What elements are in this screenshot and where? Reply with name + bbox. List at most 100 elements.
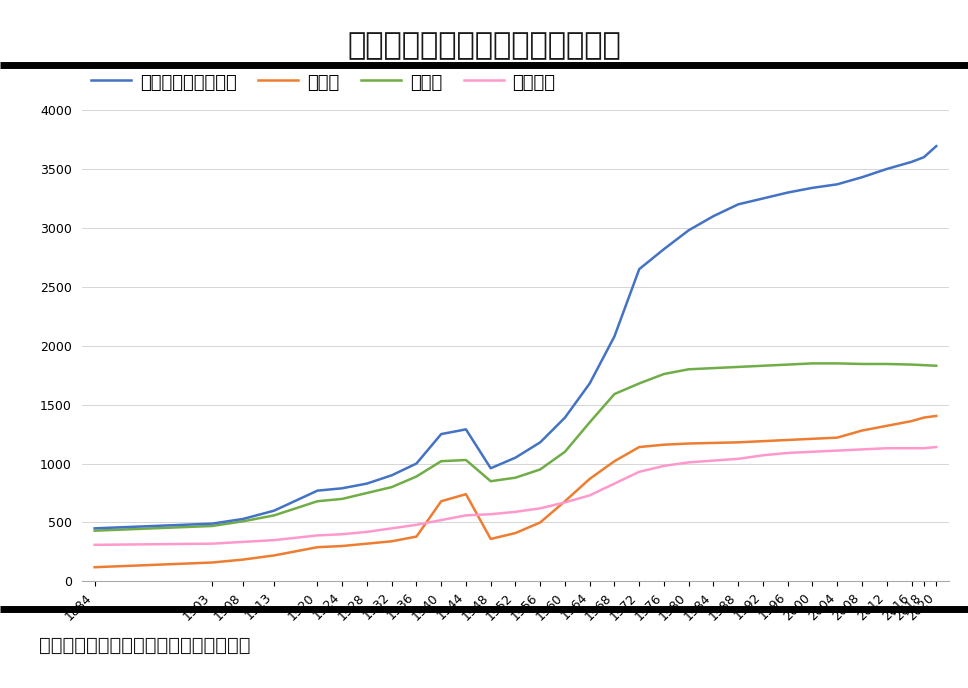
名古屋圈: [782, 449, 794, 457]
大阪圈: [806, 359, 818, 367]
东京都: [832, 433, 843, 442]
东京都: [89, 563, 101, 571]
名古屋圈: [534, 504, 546, 513]
大阪圈: [918, 361, 929, 369]
大阪圈: [312, 497, 323, 506]
大阪圈: [510, 473, 522, 482]
东京都: [609, 457, 620, 465]
东京圈人口（万人）: [89, 524, 101, 533]
东京都: [782, 436, 794, 444]
东京都: [633, 443, 645, 451]
东京都: [881, 422, 892, 430]
东京都: [436, 497, 447, 506]
名古屋圈: [658, 462, 670, 470]
东京圈人口（万人）: [806, 184, 818, 192]
东京圈人口（万人）: [609, 332, 620, 341]
Legend: 东京圈人口（万人）, 东京都, 大阪圈, 名古屋圈: 东京圈人口（万人）, 东京都, 大阪圈, 名古屋圈: [91, 74, 556, 92]
东京都: [683, 440, 695, 448]
东京圈人口（万人）: [930, 142, 942, 150]
东京圈人口（万人）: [733, 200, 744, 208]
名古屋圈: [436, 516, 447, 524]
东京都: [806, 435, 818, 443]
名古屋圈: [757, 451, 769, 460]
名古屋圈: [857, 445, 868, 453]
大阪圈: [436, 457, 447, 465]
名古屋圈: [832, 447, 843, 455]
东京都: [460, 490, 471, 498]
名古屋圈: [708, 456, 719, 464]
东京圈人口（万人）: [560, 413, 571, 422]
东京都: [361, 539, 373, 548]
东京都: [386, 537, 398, 546]
大阪圈: [584, 418, 595, 427]
东京都: [733, 438, 744, 447]
东京圈人口（万人）: [757, 194, 769, 202]
东京都: [757, 437, 769, 445]
东京都: [268, 551, 280, 559]
东京圈人口（万人）: [410, 460, 422, 468]
名古屋圈: [386, 524, 398, 533]
大阪圈: [633, 379, 645, 387]
东京圈人口（万人）: [485, 464, 497, 473]
东京都: [337, 542, 348, 550]
大阪圈: [206, 522, 218, 530]
东京圈人口（万人）: [337, 484, 348, 493]
东京都: [510, 529, 522, 537]
大阪圈: [733, 363, 744, 371]
东京圈人口（万人）: [906, 158, 918, 166]
东京都: [584, 475, 595, 483]
名古屋圈: [584, 491, 595, 499]
东京圈人口（万人）: [534, 438, 546, 447]
大阪圈: [683, 365, 695, 374]
东京都: [708, 439, 719, 447]
东京都: [560, 497, 571, 506]
Text: 资料来源：日本总务省统计局，泽平宏观: 资料来源：日本总务省统计局，泽平宏观: [39, 636, 250, 655]
名古屋圈: [733, 455, 744, 463]
大阪圈: [609, 390, 620, 398]
东京圈人口（万人）: [312, 486, 323, 495]
名古屋圈: [633, 468, 645, 476]
大阪圈: [237, 517, 249, 526]
大阪圈: [906, 361, 918, 369]
大阪圈: [386, 483, 398, 491]
大阪圈: [757, 362, 769, 370]
东京都: [237, 555, 249, 563]
东京圈人口（万人）: [206, 519, 218, 528]
Line: 东京都: 东京都: [95, 416, 936, 567]
名古屋圈: [268, 536, 280, 544]
东京都: [906, 417, 918, 425]
东京都: [658, 440, 670, 449]
Text: 图表：日本人口从三极向一极集中: 图表：日本人口从三极向一极集中: [348, 31, 620, 60]
名古屋圈: [206, 539, 218, 548]
名古屋圈: [881, 444, 892, 452]
东京都: [206, 559, 218, 567]
名古屋圈: [806, 448, 818, 456]
大阪圈: [560, 448, 571, 456]
东京都: [312, 543, 323, 551]
东京圈人口（万人）: [881, 165, 892, 173]
大阪圈: [930, 362, 942, 370]
东京圈人口（万人）: [918, 153, 929, 161]
东京圈人口（万人）: [510, 453, 522, 462]
Line: 大阪圈: 大阪圈: [95, 363, 936, 530]
名古屋圈: [609, 480, 620, 488]
名古屋圈: [460, 511, 471, 519]
大阪圈: [832, 359, 843, 367]
东京圈人口（万人）: [237, 515, 249, 523]
大阪圈: [410, 473, 422, 481]
东京圈人口（万人）: [683, 226, 695, 235]
东京都: [857, 427, 868, 435]
名古屋圈: [683, 458, 695, 466]
Line: 名古屋圈: 名古屋圈: [95, 447, 936, 545]
名古屋圈: [930, 443, 942, 451]
东京圈人口（万人）: [782, 189, 794, 197]
大阪圈: [881, 360, 892, 368]
东京圈人口（万人）: [386, 471, 398, 480]
东京圈人口（万人）: [436, 430, 447, 438]
东京圈人口（万人）: [268, 506, 280, 515]
大阪圈: [460, 456, 471, 464]
名古屋圈: [312, 531, 323, 539]
名古屋圈: [361, 528, 373, 536]
东京圈人口（万人）: [658, 245, 670, 253]
东京圈人口（万人）: [708, 212, 719, 220]
